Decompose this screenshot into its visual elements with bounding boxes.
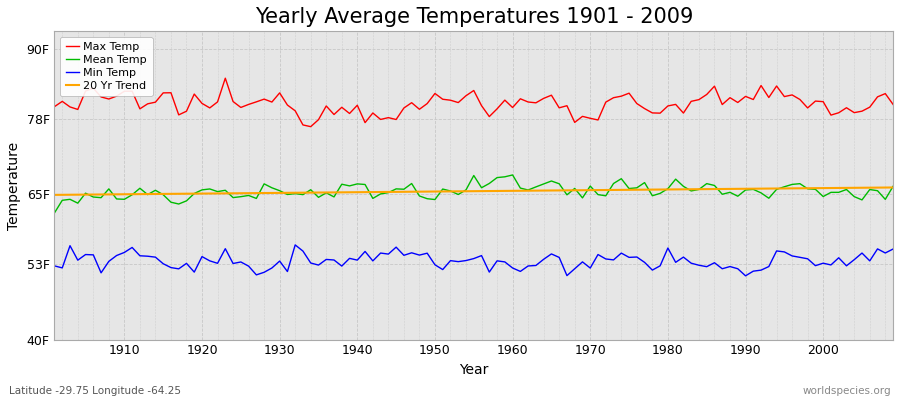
20 Yr Trend	[508, 188, 518, 193]
Max Temp	[515, 96, 526, 101]
Mean Temp	[328, 194, 339, 199]
Min Temp	[290, 242, 301, 247]
Max Temp	[50, 104, 60, 109]
Line: Max Temp: Max Temp	[55, 78, 893, 127]
Min Temp	[50, 264, 60, 268]
Max Temp	[220, 76, 230, 81]
20 Yr Trend	[328, 190, 339, 195]
Min Temp	[508, 266, 518, 270]
Mean Temp	[50, 210, 60, 215]
20 Yr Trend	[282, 190, 292, 195]
Mean Temp	[112, 196, 122, 201]
20 Yr Trend	[112, 192, 122, 197]
X-axis label: Year: Year	[459, 363, 489, 377]
Min Temp	[608, 258, 619, 262]
Line: Min Temp: Min Temp	[55, 245, 893, 276]
20 Yr Trend	[887, 185, 898, 190]
Line: Mean Temp: Mean Temp	[55, 175, 893, 213]
Y-axis label: Temperature: Temperature	[7, 141, 21, 230]
Legend: Max Temp, Mean Temp, Min Temp, 20 Yr Trend: Max Temp, Mean Temp, Min Temp, 20 Yr Tre…	[60, 37, 153, 96]
Title: Yearly Average Temperatures 1901 - 2009: Yearly Average Temperatures 1901 - 2009	[255, 7, 693, 27]
Max Temp	[112, 94, 122, 98]
20 Yr Trend	[600, 188, 611, 192]
Mean Temp	[508, 172, 518, 177]
Max Temp	[305, 124, 316, 129]
20 Yr Trend	[50, 192, 60, 197]
Max Temp	[290, 108, 301, 113]
Min Temp	[282, 269, 292, 274]
Min Temp	[887, 247, 898, 252]
Mean Temp	[515, 186, 526, 190]
Min Temp	[337, 264, 347, 268]
Mean Temp	[887, 184, 898, 189]
Max Temp	[523, 100, 534, 104]
Mean Temp	[500, 174, 510, 179]
Min Temp	[112, 253, 122, 258]
Min Temp	[740, 274, 751, 278]
Mean Temp	[282, 192, 292, 197]
Text: worldspecies.org: worldspecies.org	[803, 386, 891, 396]
Text: Latitude -29.75 Longitude -64.25: Latitude -29.75 Longitude -64.25	[9, 386, 181, 396]
Min Temp	[515, 269, 526, 274]
Max Temp	[887, 102, 898, 107]
20 Yr Trend	[500, 188, 510, 193]
Mean Temp	[608, 181, 619, 186]
Line: 20 Yr Trend: 20 Yr Trend	[55, 188, 893, 195]
Max Temp	[344, 111, 355, 116]
Max Temp	[616, 94, 626, 98]
